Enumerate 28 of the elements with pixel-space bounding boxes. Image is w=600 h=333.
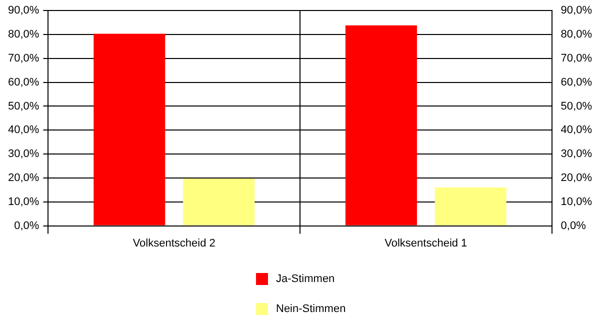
y-tick-label: 0,0%	[14, 220, 40, 232]
y-tick-label: 80,0%	[8, 28, 40, 41]
bar	[434, 188, 506, 226]
legend-label: Ja-Stimmen	[276, 273, 335, 285]
bar	[183, 178, 255, 226]
y2-tick-label: 30,0%	[560, 148, 592, 160]
x-tick-label: Volksentscheid 1	[384, 237, 468, 250]
y-tick-label: 70,0%	[8, 52, 40, 64]
y2-tick-label: 50,0%	[560, 100, 592, 112]
y2-tick-label: 60,0%	[560, 76, 592, 88]
y-tick-label: 30,0%	[8, 148, 40, 160]
y-tick-label: 50,0%	[8, 100, 40, 112]
y-tick-label: 20,0%	[8, 172, 40, 184]
y2-tick-label: 40,0%	[560, 124, 592, 136]
legend-label: Nein-Stimmen	[276, 303, 346, 315]
x-tick-label: Volksentscheid 2	[132, 237, 216, 250]
y2-tick-label: 10,0%	[560, 196, 592, 208]
y2-tick-label: 0,0%	[560, 220, 586, 232]
y2-tick-label: 80,0%	[560, 28, 592, 41]
y-tick-label: 10,0%	[8, 196, 40, 208]
y-tick-label: 60,0%	[8, 76, 40, 88]
y-tick-label: 90,0%	[8, 4, 40, 17]
y2-tick-label: 70,0%	[560, 52, 592, 64]
y-tick-label: 40,0%	[8, 124, 40, 136]
bar	[345, 25, 417, 226]
bar	[94, 34, 166, 226]
y2-tick-label: 90,0%	[560, 4, 592, 17]
y2-tick-label: 20,0%	[560, 172, 592, 184]
